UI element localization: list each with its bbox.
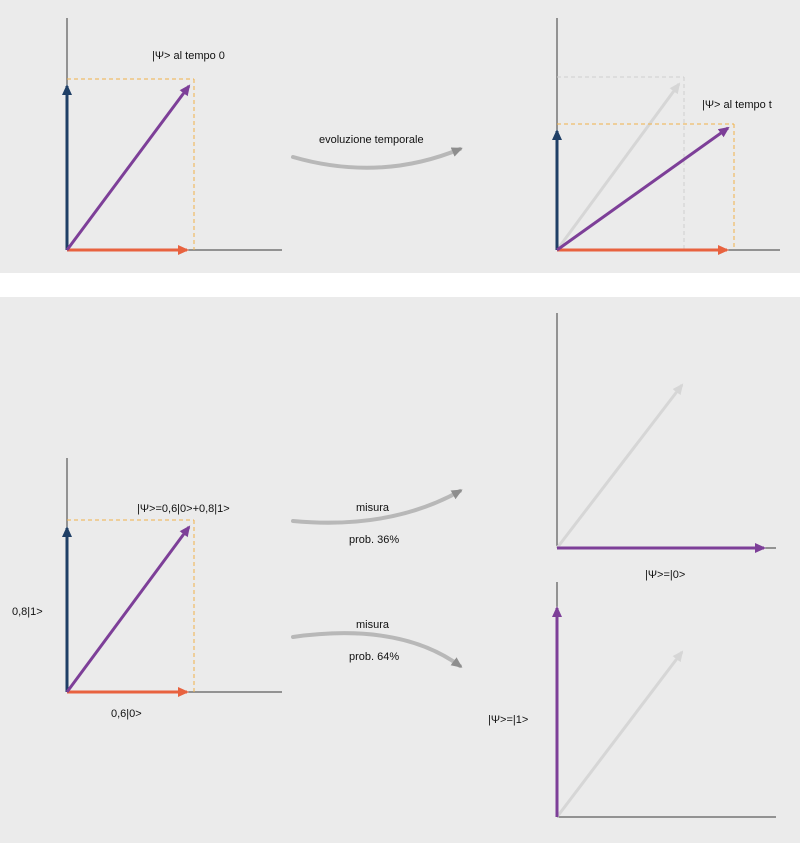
top-left-plot: |Ψ> al tempo 0 bbox=[62, 18, 282, 255]
state-vector bbox=[556, 126, 730, 252]
superposition-label: |Ψ>=0,6|0>+0,8|1> bbox=[137, 503, 230, 515]
ghost-state-vector bbox=[555, 82, 681, 251]
prob-upper-label: prob. 36% bbox=[349, 534, 399, 546]
component-1-label: 0,8|1> bbox=[12, 606, 43, 618]
top-panel bbox=[0, 0, 800, 273]
ghost-state-vector bbox=[555, 383, 684, 549]
result-0-label: |Ψ>=|0> bbox=[645, 569, 685, 581]
ghost-state-vector bbox=[555, 650, 684, 818]
evolution-label: evoluzione temporale bbox=[319, 134, 424, 146]
result-1-label: |Ψ>=|1> bbox=[488, 714, 528, 726]
bottom-left-plot: |Ψ>=0,6|0>+0,8|1> 0,8|1> 0,6|0> bbox=[12, 458, 282, 720]
state-t0-label: |Ψ> al tempo 0 bbox=[152, 50, 225, 62]
result-1-plot: |Ψ>=|1> bbox=[488, 582, 776, 818]
measure-arrow-lower bbox=[291, 631, 463, 668]
measure-flow-lower: misura prob. 64% bbox=[291, 619, 463, 668]
measure-arrow-upper bbox=[291, 489, 463, 525]
bottom-panel bbox=[0, 297, 800, 843]
result-0-plot: |Ψ>=|0> bbox=[555, 313, 776, 581]
component-0-label: 0,6|0> bbox=[111, 708, 142, 720]
evolution-arrow bbox=[291, 147, 463, 170]
measure-upper-label: misura bbox=[356, 502, 390, 514]
prob-lower-label: prob. 64% bbox=[349, 651, 399, 663]
state-t-label: |Ψ> al tempo t bbox=[702, 99, 772, 111]
measure-lower-label: misura bbox=[356, 619, 390, 631]
evolution-flow: evoluzione temporale bbox=[291, 134, 463, 170]
state-vector bbox=[65, 525, 191, 693]
state-vector bbox=[65, 84, 191, 251]
top-right-plot: |Ψ> al tempo t bbox=[552, 18, 780, 255]
measure-flow-upper: misura prob. 36% bbox=[291, 489, 463, 546]
